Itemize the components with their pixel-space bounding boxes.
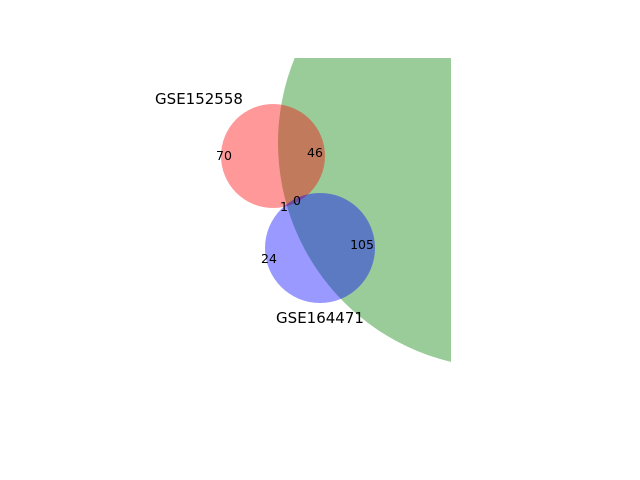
set-label-gse152558: GSE152558 — [155, 90, 243, 108]
count-only-gse152558: 70 — [216, 148, 232, 163]
set-circle-third — [278, 58, 451, 362]
count-all-three: 0 — [293, 193, 301, 208]
set-circle-gse152558 — [221, 104, 325, 208]
count-gse152558-and-third: 46 — [307, 145, 323, 160]
count-only-gse164471: 24 — [261, 251, 277, 266]
count-gse164471-and-third: 105 — [350, 237, 374, 252]
set-circle-gse164471 — [265, 193, 375, 303]
count-gse152558-and-gse164471: 1 — [280, 199, 288, 214]
set-label-gse164471: GSE164471 — [276, 309, 364, 327]
